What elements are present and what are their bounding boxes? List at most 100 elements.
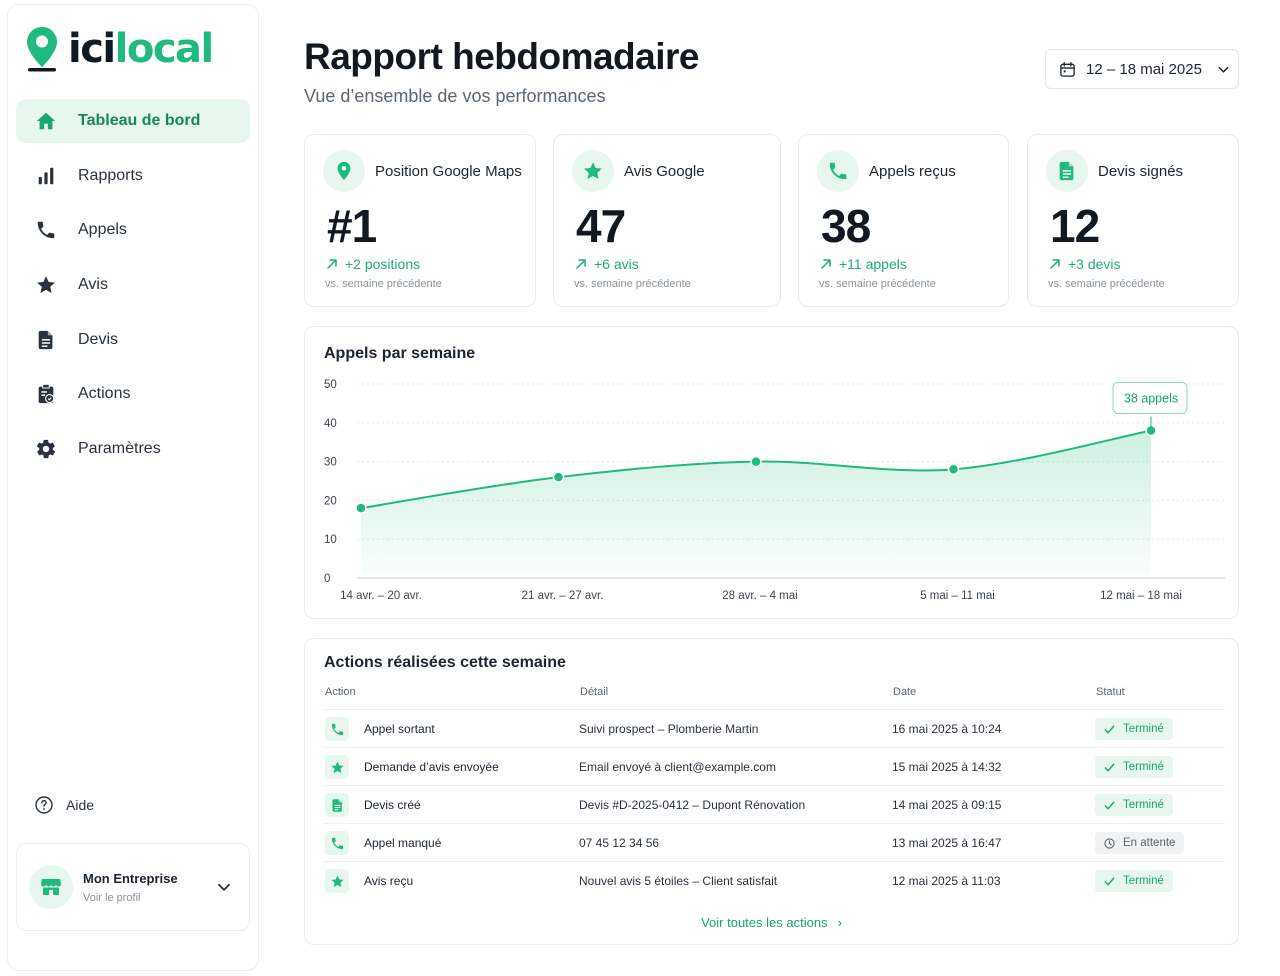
sidebar-item-label: Avis bbox=[78, 276, 108, 294]
kpi-value: 47 bbox=[576, 200, 626, 252]
action-date: 16 mai 2025 à 10:24 bbox=[892, 722, 1002, 736]
see-all-actions-link[interactable]: Voir toutes les actions › bbox=[305, 915, 1238, 930]
star-icon bbox=[34, 273, 58, 297]
status-badge: Terminé bbox=[1095, 718, 1173, 740]
column-header-action: Action bbox=[325, 686, 356, 698]
action-detail: Devis #D-2025-0412 – Dupont Rénovation bbox=[579, 798, 806, 812]
check-icon bbox=[1104, 724, 1115, 735]
see-all-actions-label: Voir toutes les actions bbox=[701, 915, 828, 930]
home-icon bbox=[34, 109, 58, 133]
action-detail: Nouvel avis 5 étoiles – Client satisfait bbox=[579, 874, 778, 888]
document-icon bbox=[34, 328, 58, 352]
y-tick-label: 20 bbox=[324, 495, 337, 507]
sidebar-item-appels[interactable]: Appels bbox=[16, 208, 250, 252]
y-tick-label: 10 bbox=[324, 534, 337, 546]
kpi-delta: +11 appels bbox=[819, 256, 907, 272]
kpi-comparison: vs. semaine précédente bbox=[325, 278, 442, 290]
table-row[interactable]: Appel manqué 07 45 12 34 56 13 mai 2025 à … bbox=[323, 823, 1225, 861]
table-row[interactable]: Appel sortant Suivi prospect – Plomberie … bbox=[323, 709, 1225, 747]
kpi-card-google-reviews: Avis Google 47 +6 avis vs. semaine précéden… bbox=[553, 134, 781, 307]
sidebar-item-parametres[interactable]: Paramètres bbox=[16, 427, 250, 471]
help-link[interactable]: Aide bbox=[34, 795, 94, 815]
page-title: Rapport hebdomadaire bbox=[304, 36, 700, 77]
chevron-right-icon: › bbox=[837, 915, 842, 930]
sidebar-item-devis[interactable]: Devis bbox=[16, 318, 250, 362]
sidebar-item-avis[interactable]: Avis bbox=[16, 263, 250, 307]
trend-up-arrow-icon bbox=[574, 257, 588, 271]
x-tick-label: 21 avr. – 27 avr. bbox=[522, 590, 604, 602]
date-range-picker[interactable]: 12 – 18 mai 2025 bbox=[1045, 49, 1239, 89]
kpi-card-calls: Appels reçus 38 +11 appels vs. semaine préc… bbox=[798, 134, 1009, 307]
status-label: En attente bbox=[1123, 837, 1176, 849]
x-tick-label: 12 mai – 18 mai bbox=[1100, 590, 1182, 602]
kpi-value: 38 bbox=[821, 200, 871, 252]
action-name: Avis reçu bbox=[364, 874, 414, 888]
sidebar-item-actions[interactable]: Actions bbox=[16, 372, 250, 416]
y-tick-label: 30 bbox=[324, 457, 337, 469]
y-tick-label: 40 bbox=[324, 418, 337, 430]
gear-icon bbox=[34, 437, 58, 461]
clipboard-check-icon bbox=[34, 382, 58, 406]
annotation-box bbox=[1112, 382, 1188, 415]
status-label: Terminé bbox=[1123, 799, 1164, 811]
actions-title: Actions réalisées cette semaine bbox=[324, 654, 566, 671]
sidebar-item-label: Actions bbox=[78, 385, 131, 403]
sidebar-item-label: Devis bbox=[78, 330, 119, 348]
table-row[interactable]: Avis reçu Nouvel avis 5 étoiles – Client … bbox=[323, 861, 1225, 899]
trend-up-arrow-icon bbox=[1048, 257, 1062, 271]
chevron-down-icon[interactable] bbox=[215, 878, 233, 896]
trend-up-arrow-icon bbox=[819, 257, 833, 271]
action-date: 15 mai 2025 à 14:32 bbox=[892, 760, 1002, 774]
column-header-status: Statut bbox=[1096, 686, 1125, 698]
data-point bbox=[552, 471, 565, 483]
sidebar: icilocal Tableau de bord Rapports Appels Av… bbox=[7, 4, 259, 971]
phone-icon bbox=[817, 150, 859, 192]
sidebar-item-tableau-de-bord[interactable]: Tableau de bord bbox=[16, 99, 250, 143]
y-tick-label: 0 bbox=[324, 573, 330, 585]
brand-logo[interactable]: icilocal bbox=[24, 21, 214, 77]
sidebar-item-label: Rapports bbox=[78, 166, 143, 184]
sidebar-item-label: Paramètres bbox=[78, 440, 161, 458]
kpi-delta: +6 avis bbox=[574, 256, 639, 272]
action-name: Devis créé bbox=[364, 798, 421, 812]
kpi-value: #1 bbox=[327, 200, 377, 252]
phone-icon bbox=[34, 218, 58, 242]
kpi-label: Position Google Maps bbox=[375, 162, 522, 180]
phone-icon bbox=[325, 717, 349, 741]
table-row[interactable]: Demande d’avis envoyée Email envoyé à cli… bbox=[323, 747, 1225, 785]
data-point bbox=[355, 502, 367, 514]
status-badge: Terminé bbox=[1095, 756, 1173, 778]
status-badge: En attente bbox=[1095, 832, 1185, 854]
status-label: Terminé bbox=[1123, 761, 1164, 773]
trend-up-arrow-icon bbox=[325, 257, 339, 271]
column-header-detail: Détail bbox=[580, 686, 609, 698]
kpi-label: Avis Google bbox=[624, 162, 705, 180]
profile-link[interactable]: Voir le profil bbox=[83, 891, 141, 904]
data-point bbox=[947, 463, 960, 476]
actions-card: Actions réalisées cette semaine Action D… bbox=[304, 638, 1239, 945]
sidebar-item-rapports[interactable]: Rapports bbox=[16, 154, 250, 198]
column-header-date: Date bbox=[893, 686, 917, 698]
chart-card: Appels par semaine 0 10 20 30 40 50 14 avr. – … bbox=[304, 326, 1239, 619]
kpi-label: Devis signés bbox=[1098, 162, 1184, 180]
action-detail: Suivi prospect – Plomberie Martin bbox=[579, 722, 759, 736]
x-tick-label: 14 avr. – 20 avr. bbox=[340, 590, 422, 602]
page-subtitle: Vue d’ensemble de vos performances bbox=[304, 86, 606, 106]
table-row[interactable]: Devis créé Devis #D-2025-0412 – Dupont Ré… bbox=[323, 785, 1225, 823]
check-icon bbox=[1104, 800, 1115, 811]
sidebar-item-label: Tableau de bord bbox=[78, 112, 201, 129]
profile-name: Mon Entreprise bbox=[83, 870, 178, 886]
kpi-card-maps-position: Position Google Maps #1 +2 positions vs. se… bbox=[304, 134, 536, 307]
status-label: Terminé bbox=[1123, 875, 1164, 887]
phone-icon bbox=[325, 831, 349, 855]
logo-pin-icon bbox=[27, 27, 57, 72]
kpi-delta-label: +11 appels bbox=[839, 256, 907, 272]
main-content: Rapport hebdomadaire Vue d’ensemble de v… bbox=[262, 0, 1280, 976]
kpi-delta-label: +6 avis bbox=[594, 256, 639, 272]
map-pin-icon bbox=[323, 150, 365, 192]
kpi-comparison: vs. semaine précédente bbox=[574, 278, 691, 290]
chevron-down-icon bbox=[1216, 62, 1231, 77]
star-icon bbox=[572, 150, 614, 192]
kpi-card-quotes: Devis signés 12 +3 devis vs. semaine précéd… bbox=[1027, 134, 1239, 307]
profile-switcher[interactable]: Mon Entreprise Voir le profil bbox=[16, 843, 250, 931]
